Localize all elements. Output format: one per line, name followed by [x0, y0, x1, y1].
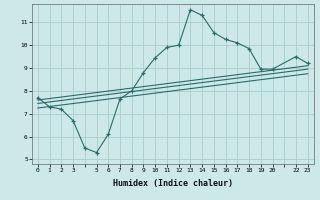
- X-axis label: Humidex (Indice chaleur): Humidex (Indice chaleur): [113, 179, 233, 188]
